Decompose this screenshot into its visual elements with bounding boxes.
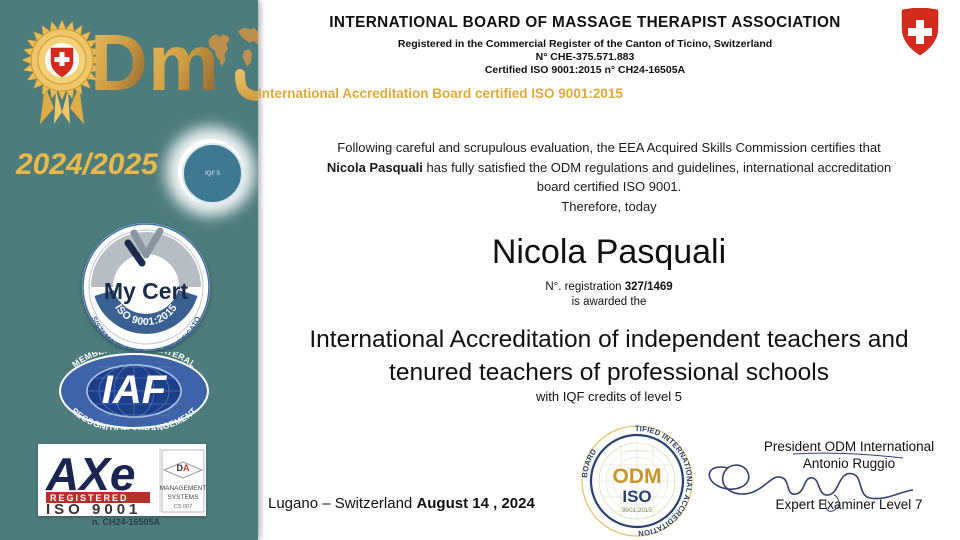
svg-text:DA: DA: [177, 463, 191, 473]
svg-text:ISO: ISO: [622, 487, 651, 506]
svg-text:My Cert: My Cert: [104, 278, 189, 304]
svg-text:CS 007: CS 007: [174, 504, 192, 510]
svg-text:9001:2015: 9001:2015: [622, 507, 652, 514]
svg-text:ODM: ODM: [613, 465, 662, 488]
svg-text:D: D: [90, 24, 148, 107]
svg-text:MANAGEMENT: MANAGEMENT: [160, 485, 206, 492]
svg-text:SYSTEMS: SYSTEMS: [167, 494, 199, 501]
svg-text:ISO 9001: ISO 9001: [46, 501, 141, 516]
svg-text:IAF: IAF: [102, 368, 168, 412]
